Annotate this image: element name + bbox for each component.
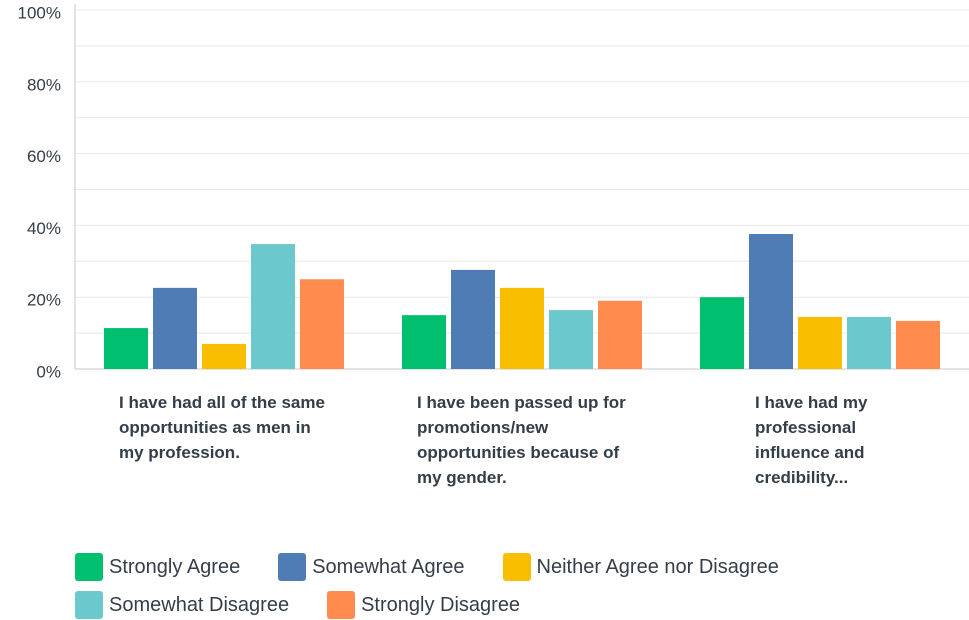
- y-tick-label: 40%: [27, 219, 61, 238]
- bar: [300, 279, 344, 369]
- legend-label: Strongly Disagree: [361, 593, 521, 616]
- legend-item: Somewhat Disagree: [75, 590, 289, 620]
- bar: [402, 315, 446, 369]
- x-tick-label: I have been passed up for promotions/new…: [417, 393, 626, 487]
- y-tick-label: 20%: [27, 291, 61, 310]
- legend-item: Neither Agree nor Disagree: [502, 552, 779, 582]
- bar: [202, 343, 246, 369]
- legend-swatch: [75, 553, 103, 581]
- legend-label: Neither Agree nor Disagree: [536, 555, 779, 578]
- legend-swatch: [278, 553, 307, 581]
- legend: Strongly Agree Somewhat Agree Neither Agre…: [75, 552, 905, 620]
- bar: [153, 287, 197, 369]
- bar: [749, 234, 793, 369]
- legend-swatch: [502, 553, 531, 581]
- legend-label: Strongly Agree: [109, 555, 241, 578]
- legend-swatch: [327, 591, 356, 619]
- bar: [549, 310, 593, 369]
- legend-label: Somewhat Disagree: [109, 593, 290, 616]
- legend-item: Strongly Agree: [75, 552, 240, 582]
- x-tick-label: I have had all of the same opportunities…: [119, 393, 325, 462]
- legend-label: Somewhat Agree: [312, 555, 465, 578]
- bar: [847, 316, 891, 369]
- y-tick-label: 0%: [36, 362, 61, 381]
- x-tick-label: I have had my professional influence and…: [755, 393, 868, 487]
- bar: [798, 316, 842, 369]
- bar: [700, 297, 744, 369]
- bar: [598, 300, 642, 369]
- bar: [896, 320, 940, 369]
- y-tick-label: 100%: [18, 3, 61, 22]
- legend-item: Somewhat Agree: [278, 552, 465, 582]
- bar: [451, 269, 495, 369]
- bar: [104, 328, 148, 369]
- bar: [251, 244, 295, 369]
- y-tick-label: 60%: [27, 147, 61, 166]
- legend-swatch: [75, 591, 103, 619]
- bar: [500, 287, 544, 369]
- legend-item: Strongly Disagree: [327, 590, 520, 620]
- y-tick-label: 80%: [27, 75, 61, 94]
